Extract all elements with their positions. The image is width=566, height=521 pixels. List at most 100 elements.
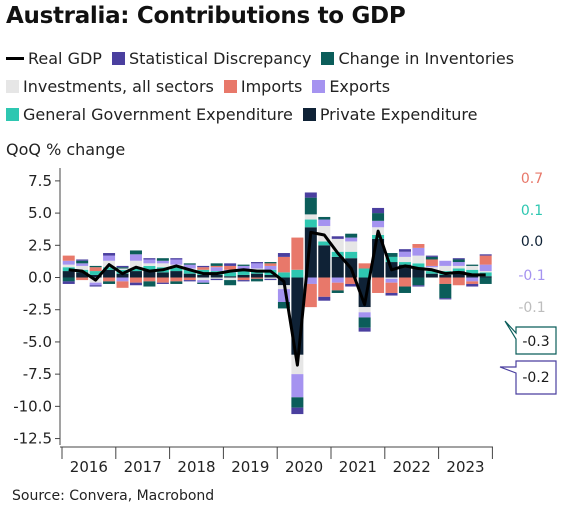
- bar-segment: [197, 280, 210, 283]
- y-tick-label: -7.5: [23, 365, 52, 383]
- bar-segment: [210, 278, 223, 281]
- bar-segment: [398, 262, 411, 265]
- bar-segment: [412, 285, 425, 287]
- bar-segment: [143, 259, 156, 264]
- bar-segment: [466, 264, 479, 266]
- bar-segment: [264, 277, 277, 279]
- legend-item: Investments, all sectors: [6, 77, 214, 96]
- callout-value-label: -0.3: [522, 334, 549, 350]
- bar-segment: [251, 277, 264, 279]
- bar-segment: [479, 264, 492, 272]
- bar-segment: [358, 263, 371, 269]
- bar-segment: [224, 263, 237, 266]
- bar-segment: [62, 281, 75, 284]
- bar-segment: [277, 256, 290, 273]
- bar-segment: [116, 281, 129, 288]
- bar-segment: [116, 269, 129, 274]
- bar-segment: [398, 251, 411, 257]
- bar-segment: [237, 269, 250, 275]
- bar-segment: [412, 267, 425, 278]
- bar-segment: [439, 277, 452, 284]
- bar-segment: [156, 277, 169, 283]
- bar-segment: [466, 283, 479, 287]
- legend-label: Imports: [240, 76, 303, 96]
- bar-segment: [210, 265, 223, 268]
- bar-segment: [143, 281, 156, 287]
- legend-swatch: [302, 107, 316, 121]
- bar-segment: [318, 296, 331, 301]
- bar-segment: [224, 265, 237, 270]
- bar-segment: [345, 237, 358, 242]
- y-tick-label: 5.0: [28, 204, 52, 222]
- x-tick-label: 2021: [339, 458, 377, 476]
- bar-segment: [103, 267, 116, 270]
- bar-segment: [237, 274, 250, 278]
- bar-segment: [62, 264, 75, 268]
- bar-segment: [385, 256, 398, 263]
- legend-item: Change in Inventories: [321, 49, 514, 68]
- bar-segment: [331, 290, 344, 293]
- bar-segment: [439, 265, 452, 272]
- bar-segment: [358, 312, 371, 318]
- legend-item: Real GDP: [6, 49, 102, 68]
- y-tick-label: -2.5: [23, 301, 52, 319]
- x-tick-label: 2022: [393, 458, 431, 476]
- bar-segment: [466, 269, 479, 275]
- bar-segment: [425, 271, 438, 274]
- bar-segment: [156, 260, 169, 264]
- bar-segment: [170, 277, 183, 282]
- bar-segment: [197, 282, 210, 284]
- bar-segment: [479, 255, 492, 265]
- bar-segment: [385, 277, 398, 279]
- bar-segment: [412, 244, 425, 248]
- bar-segment: [398, 277, 411, 287]
- bar-segment: [76, 263, 89, 266]
- callout-value-label: -0.2: [522, 370, 549, 386]
- legend-item: Statistical Discrepancy: [111, 49, 311, 68]
- x-tick-label: 2020: [285, 458, 323, 476]
- legend-item: General Government Expenditure: [6, 105, 293, 124]
- bar-segment: [76, 260, 89, 264]
- bar-segment: [237, 264, 250, 266]
- side-value-label: 0.7: [521, 171, 543, 187]
- y-axis-label: QoQ % change: [6, 140, 126, 159]
- bar-segment: [304, 192, 317, 198]
- bar-segment: [103, 281, 116, 284]
- bar-segment: [452, 258, 465, 260]
- bar-segment: [210, 277, 223, 279]
- side-value-label: 0.1: [521, 203, 543, 219]
- bar-segment: [143, 265, 156, 270]
- bar-segment: [318, 219, 331, 226]
- bar-segment: [291, 237, 304, 270]
- bar-segment: [479, 254, 492, 256]
- bar-segment: [318, 277, 331, 297]
- bar-segment: [372, 220, 385, 228]
- bars: [62, 192, 492, 415]
- bar-segment: [304, 219, 317, 228]
- chart-title: Australia: Contributions to GDP: [6, 3, 406, 29]
- bar-segment: [264, 262, 277, 264]
- bar-segment: [76, 272, 89, 278]
- bar-segment: [439, 298, 452, 300]
- bar-segment: [197, 274, 210, 278]
- bar-segment: [385, 292, 398, 296]
- bar-segment: [197, 265, 210, 268]
- x-tick-label: 2018: [177, 458, 215, 476]
- bar-segment: [143, 258, 156, 260]
- bar-segment: [398, 249, 411, 252]
- bar-segment: [439, 260, 452, 266]
- bar-segment: [183, 280, 196, 282]
- legend-label: Exports: [329, 76, 391, 96]
- bar-segment: [331, 282, 344, 291]
- bar-segment: [116, 273, 129, 278]
- bar-segment: [76, 277, 89, 281]
- bar-segment: [129, 260, 142, 269]
- bar-segment: [372, 207, 385, 214]
- bar-segment: [143, 277, 156, 282]
- bar-segment: [129, 282, 142, 286]
- bar-segment: [372, 213, 385, 221]
- bar-segment: [251, 278, 264, 282]
- bar-segment: [89, 274, 102, 278]
- legend-label: Investments, all sectors: [23, 76, 214, 96]
- bar-segment: [304, 277, 317, 284]
